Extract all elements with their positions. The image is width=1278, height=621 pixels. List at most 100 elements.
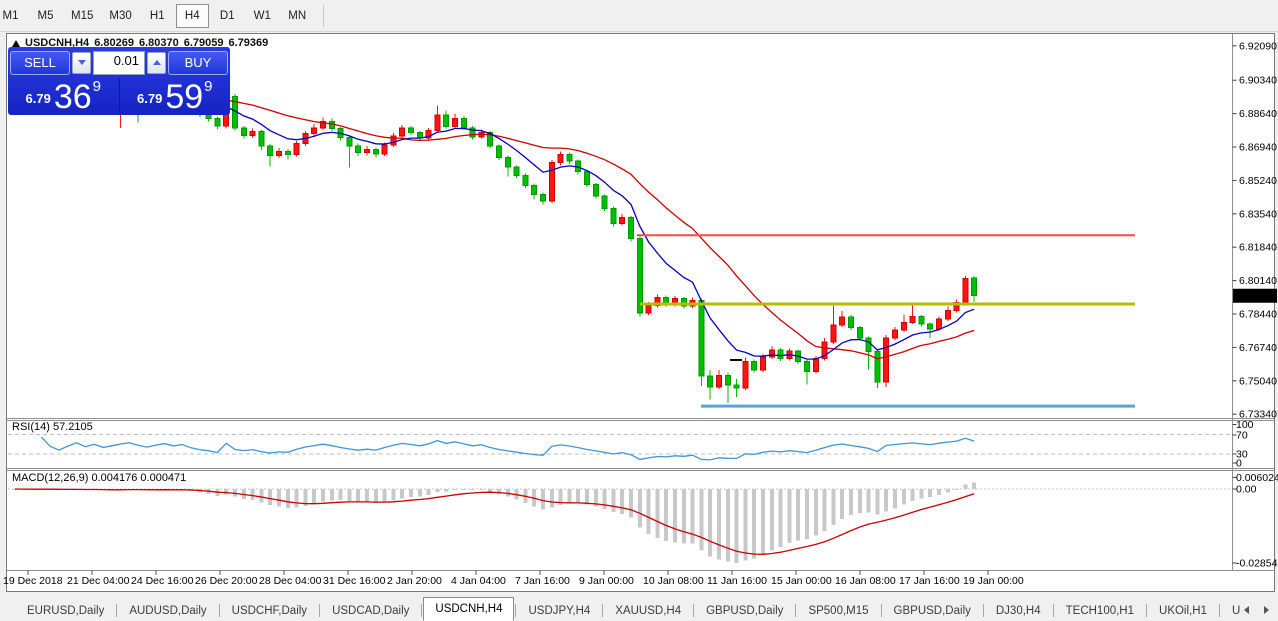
svg-text:24 Dec 16:00: 24 Dec 16:00 bbox=[131, 575, 194, 587]
timeframe-button-d1[interactable]: D1 bbox=[211, 4, 244, 28]
chart-tab-usdchfdaily[interactable]: USDCHF,Daily bbox=[231, 605, 308, 617]
chart-tab-ukoilh1[interactable]: UKOil,H1 bbox=[1159, 605, 1207, 617]
buy-price-figure: 6.79 bbox=[137, 91, 163, 106]
sell-price-pips: 36 bbox=[53, 77, 92, 116]
svg-text:16 Jan 08:00: 16 Jan 08:00 bbox=[835, 575, 896, 587]
timeframe-toolbar: M1 M5 M15 M30 H1 H4 D1 W1 MN bbox=[0, 0, 1278, 32]
svg-text:11 Jan 16:00: 11 Jan 16:00 bbox=[707, 575, 767, 587]
timeframe-button-h1[interactable]: H1 bbox=[141, 4, 174, 28]
ohlc-close: 6.79369 bbox=[228, 37, 269, 49]
buy-button[interactable]: BUY bbox=[168, 50, 228, 75]
svg-text:6.76740: 6.76740 bbox=[1239, 342, 1277, 354]
svg-text:6.85240: 6.85240 bbox=[1239, 175, 1277, 187]
svg-text:6.79369: 6.79369 bbox=[1236, 291, 1274, 303]
sell-price-point: 9 bbox=[92, 78, 101, 95]
macd-signal-line bbox=[14, 488, 975, 555]
svg-text:0.006024: 0.006024 bbox=[1236, 472, 1278, 484]
chart-tab-gbpusddaily[interactable]: GBPUSD,Daily bbox=[706, 605, 784, 617]
buy-price-point: 9 bbox=[204, 78, 213, 95]
svg-text:100: 100 bbox=[1236, 419, 1254, 431]
tab-separator bbox=[693, 604, 695, 617]
svg-text:28 Dec 04:00: 28 Dec 04:00 bbox=[259, 575, 322, 587]
chart-tab-u[interactable]: U bbox=[1231, 605, 1241, 617]
tab-separator bbox=[880, 604, 882, 617]
volume-increase-button[interactable] bbox=[147, 51, 166, 74]
timeframe-button-m30[interactable]: M30 bbox=[102, 4, 138, 28]
price-divider bbox=[118, 78, 120, 113]
rsi-line bbox=[40, 436, 975, 461]
svg-text:6.78440: 6.78440 bbox=[1239, 309, 1277, 321]
chart-tab-audusddaily[interactable]: AUDUSD,Daily bbox=[129, 605, 207, 617]
svg-text:6.81840: 6.81840 bbox=[1239, 242, 1277, 254]
chart-tab-sp500m15[interactable]: SP500,M15 bbox=[808, 605, 869, 617]
chart-tab-usdcnhh4[interactable]: USDCNH,H4 bbox=[423, 597, 515, 621]
chart-tabs: EURUSD,Daily AUDUSD,Daily USDCHF,Daily USDC… bbox=[0, 594, 1278, 621]
macd-histogram bbox=[13, 482, 977, 563]
buy-price[interactable]: 6.79 59 9 bbox=[120, 76, 231, 115]
chart-symbol-period: USDCNH,H4 bbox=[25, 37, 90, 49]
timeframe-button-h4[interactable]: H4 bbox=[175, 3, 209, 28]
svg-text:0: 0 bbox=[1236, 458, 1242, 470]
svg-text:2 Jan 20:00: 2 Jan 20:00 bbox=[387, 575, 442, 587]
chart-tab-usdcaddaily[interactable]: USDCAD,Daily bbox=[332, 605, 410, 617]
svg-text:31 Dec 16:00: 31 Dec 16:00 bbox=[323, 575, 386, 587]
timeframe-button-w1[interactable]: W1 bbox=[246, 4, 279, 28]
toolbar-separator bbox=[322, 4, 324, 27]
chart-tab-tech100h1[interactable]: TECH100,H1 bbox=[1065, 605, 1135, 617]
sell-price-figure: 6.79 bbox=[25, 91, 51, 106]
trade-panel-toggle-icon[interactable] bbox=[12, 39, 20, 47]
tab-separator bbox=[1146, 604, 1148, 617]
one-click-trading-panel: SELL 0.01 BUY 6.79 36 9 6.79 59 9 bbox=[8, 47, 230, 115]
volume-decrease-button[interactable] bbox=[72, 51, 91, 74]
scroll-left-icon bbox=[1243, 606, 1249, 614]
svg-text:-0.028549: -0.028549 bbox=[1236, 558, 1278, 570]
tab-separator bbox=[319, 604, 321, 617]
svg-text:6.83540: 6.83540 bbox=[1239, 208, 1277, 220]
tab-separator bbox=[421, 604, 423, 617]
timeframe-button-m5[interactable]: M5 bbox=[29, 4, 62, 28]
ohlc-high: 6.80370 bbox=[138, 37, 179, 49]
tab-separator bbox=[218, 604, 220, 617]
timeframe-button-mn[interactable]: MN bbox=[281, 4, 314, 28]
svg-text:15 Jan 00:00: 15 Jan 00:00 bbox=[771, 575, 832, 587]
tab-separator bbox=[982, 604, 984, 617]
sell-button[interactable]: SELL bbox=[10, 50, 70, 75]
tab-separator bbox=[515, 604, 517, 617]
chart-tab-dj30h4[interactable]: DJ30,H4 bbox=[995, 605, 1041, 617]
chart-tab-usdjpyh4[interactable]: USDJPY,H4 bbox=[528, 605, 591, 617]
svg-text:19 Dec 2018: 19 Dec 2018 bbox=[3, 575, 63, 587]
volume-input[interactable]: 0.01 bbox=[93, 50, 145, 75]
sell-price[interactable]: 6.79 36 9 bbox=[8, 76, 119, 115]
tab-separator bbox=[795, 604, 797, 617]
chevron-down-icon bbox=[77, 60, 86, 65]
chart-tab-xauusdh4[interactable]: XAUUSD,H4 bbox=[615, 605, 682, 617]
tabs-scroll-right-button[interactable] bbox=[1260, 604, 1272, 616]
svg-text:0.00: 0.00 bbox=[1236, 484, 1257, 496]
svg-text:9 Jan 00:00: 9 Jan 00:00 bbox=[579, 575, 634, 587]
current-price-marker bbox=[1233, 288, 1277, 303]
svg-text:6.73340: 6.73340 bbox=[1239, 409, 1277, 421]
tab-scroll-controls bbox=[1240, 604, 1278, 621]
chevron-up-icon bbox=[152, 60, 161, 65]
svg-text:10 Jan 08:00: 10 Jan 08:00 bbox=[643, 575, 704, 587]
macd-indicator-label: MACD(12,26,9) 0.004176 0.000471 bbox=[12, 472, 187, 484]
tab-separator bbox=[602, 604, 604, 617]
svg-text:70: 70 bbox=[1236, 430, 1248, 442]
svg-text:6.75040: 6.75040 bbox=[1239, 375, 1277, 387]
ohlc-open: 6.80269 bbox=[94, 37, 134, 49]
svg-text:6.88640: 6.88640 bbox=[1239, 108, 1277, 120]
svg-text:7 Jan 16:00: 7 Jan 16:00 bbox=[515, 575, 570, 587]
chart-tab-gbpusddaily[interactable]: GBPUSD,Daily bbox=[893, 605, 971, 617]
rsi-indicator-label: RSI(14) 57.2105 bbox=[12, 421, 93, 433]
svg-text:30: 30 bbox=[1236, 449, 1248, 461]
tab-separator bbox=[116, 604, 118, 617]
timeframe-button-m1[interactable]: M1 bbox=[0, 4, 27, 28]
tab-separator bbox=[1052, 604, 1054, 617]
chart-tab-eurusddaily[interactable]: EURUSD,Daily bbox=[27, 605, 105, 617]
svg-text:6.86940: 6.86940 bbox=[1239, 142, 1277, 154]
tabs-scroll-left-button[interactable] bbox=[1240, 604, 1252, 616]
timeframe-button-m15[interactable]: M15 bbox=[64, 4, 100, 28]
svg-text:6.80140: 6.80140 bbox=[1239, 275, 1277, 287]
tab-separator bbox=[1218, 604, 1220, 617]
